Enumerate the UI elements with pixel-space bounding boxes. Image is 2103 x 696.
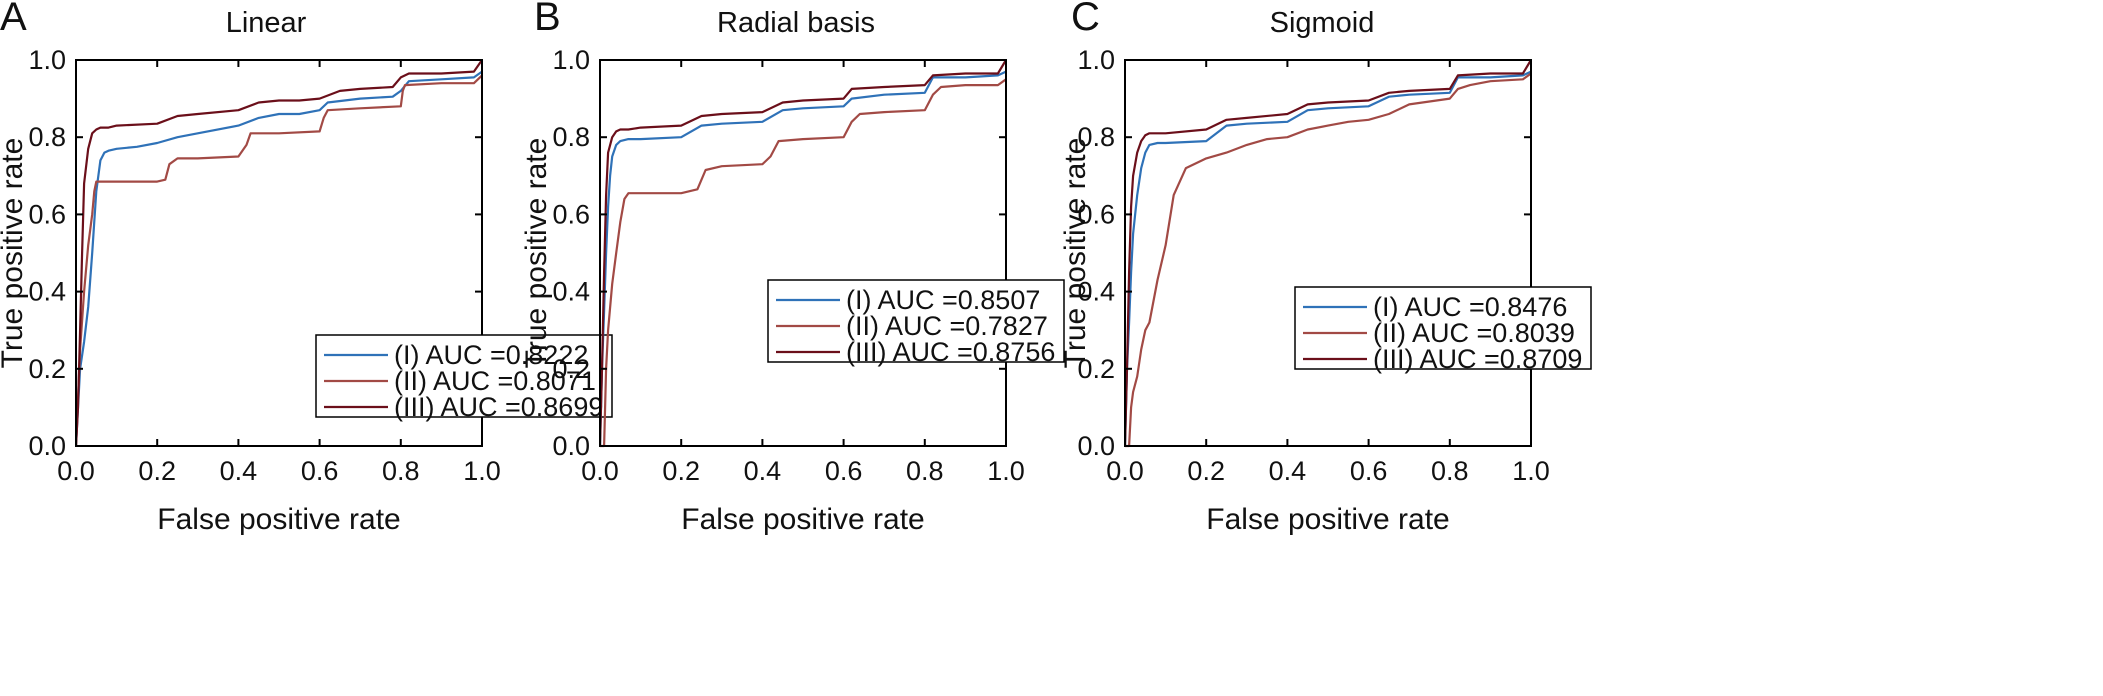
- y-tick-label: 1.0: [1077, 45, 1115, 75]
- x-tick-label: 0.4: [220, 456, 258, 486]
- series-line-1: [600, 70, 1007, 447]
- legend-label-2: (II) AUC =0.7827: [846, 311, 1048, 341]
- legend-frame: [315, 334, 613, 418]
- y-tick-label: 0.4: [1077, 277, 1115, 307]
- chart-title: Radial basis: [717, 7, 875, 39]
- y-tick-label: 0.0: [28, 431, 66, 461]
- y-tick-label: 0.0: [1077, 431, 1115, 461]
- legend-label-1: (I) AUC =0.8222: [394, 340, 588, 370]
- x-tick-label: 0.4: [1269, 456, 1307, 486]
- x-tick-label: 0.0: [57, 456, 95, 486]
- x-tick-label: 0.6: [825, 456, 863, 486]
- chart-title: Sigmoid: [1270, 7, 1375, 39]
- series-line-2: [600, 78, 1007, 448]
- chart-panel-b: B Radial basis 0.0 0.2 0.4 0.6 0.8 1.0 0.0 0.2 0.4…: [520, 0, 1065, 536]
- x-tick-label: 0.8: [382, 456, 420, 486]
- chart-panel-c: C Sigmoid 0.0 0.2 0.4 0.6 0.8 1.0 0.0 0.2 0.4 0.6 0.…: [1059, 0, 1592, 536]
- y-tick-label: 0.6: [1077, 199, 1115, 229]
- y-tick-label: 0.6: [28, 199, 66, 229]
- legend-label-2: (II) AUC =0.8071: [394, 366, 596, 396]
- chart-panel-a: A Linear 0.0 0.2 0.4 0.6 0.8 1.0 0.0 0.2 0.4 0.6 0.8…: [0, 0, 613, 536]
- series-line-3: [76, 59, 483, 447]
- series-line-3: [600, 59, 1007, 447]
- x-tick-label: 0.8: [1431, 456, 1469, 486]
- y-tick-label: 0.2: [28, 354, 66, 384]
- legend-frame: [767, 279, 1065, 363]
- series-line-2: [76, 74, 483, 447]
- x-tick-label: 0.2: [1187, 456, 1225, 486]
- y-axis-label: True positive rate: [0, 138, 29, 369]
- y-tick-label: 1.0: [552, 45, 590, 75]
- legend-label-3: (III) AUC =0.8699: [394, 392, 603, 422]
- x-tick-label: 0.0: [1106, 456, 1144, 486]
- series-line-3: [1125, 59, 1532, 447]
- x-tick-label: 1.0: [987, 456, 1025, 486]
- panel-letter: B: [534, 0, 561, 39]
- legend-label-1: (I) AUC =0.8507: [846, 285, 1040, 315]
- series-line-1: [1125, 70, 1532, 447]
- x-tick-label: 0.6: [301, 456, 339, 486]
- x-tick-label: 0.4: [744, 456, 782, 486]
- x-axis-label: False positive rate: [1206, 503, 1449, 536]
- panel-letter: A: [0, 0, 27, 39]
- y-tick-label: 0.4: [552, 277, 590, 307]
- x-axis-label: False positive rate: [681, 503, 924, 536]
- legend-label-3: (III) AUC =0.8756: [846, 337, 1055, 367]
- plot-frame: [1124, 59, 1532, 447]
- y-tick-label: 0.4: [28, 277, 66, 307]
- series-line-1: [76, 70, 483, 447]
- x-tick-label: 0.2: [138, 456, 176, 486]
- chart-legend: (I) AUC =0.8476(II) AUC =0.8039(III) AUC…: [1294, 286, 1592, 374]
- plot-frame: [599, 59, 1007, 447]
- legend-frame: [1294, 286, 1592, 370]
- plot-frame: [75, 59, 483, 447]
- x-axis-label: False positive rate: [157, 503, 400, 536]
- legend-label-3: (III) AUC =0.8709: [1373, 344, 1582, 374]
- x-tick-label: 0.2: [662, 456, 700, 486]
- series-line-2: [1125, 72, 1532, 448]
- chart-legend: (I) AUC =0.8222(II) AUC =0.8071(III) AUC…: [315, 334, 613, 422]
- x-tick-label: 1.0: [463, 456, 501, 486]
- panel-letter: C: [1071, 0, 1100, 39]
- x-tick-label: 1.0: [1512, 456, 1550, 486]
- y-axis-label: True positive rate: [1059, 138, 1092, 369]
- y-tick-label: 0.2: [552, 354, 590, 384]
- legend-label-2: (II) AUC =0.8039: [1373, 318, 1575, 348]
- y-tick-label: 0.6: [552, 199, 590, 229]
- y-tick-label: 0.8: [1077, 122, 1115, 152]
- chart-title: Linear: [226, 7, 307, 39]
- legend-label-1: (I) AUC =0.8476: [1373, 292, 1567, 322]
- y-tick-label: 0.2: [1077, 354, 1115, 384]
- x-tick-label: 0.8: [906, 456, 944, 486]
- y-tick-label: 0.8: [28, 122, 66, 152]
- x-tick-label: 0.0: [581, 456, 619, 486]
- x-tick-label: 0.6: [1350, 456, 1388, 486]
- y-tick-label: 1.0: [28, 45, 66, 75]
- y-tick-label: 0.8: [552, 122, 590, 152]
- y-tick-label: 0.0: [552, 431, 590, 461]
- y-axis-label: True positive rate: [520, 138, 553, 369]
- chart-legend: (I) AUC =0.8507(II) AUC =0.7827(III) AUC…: [767, 279, 1065, 367]
